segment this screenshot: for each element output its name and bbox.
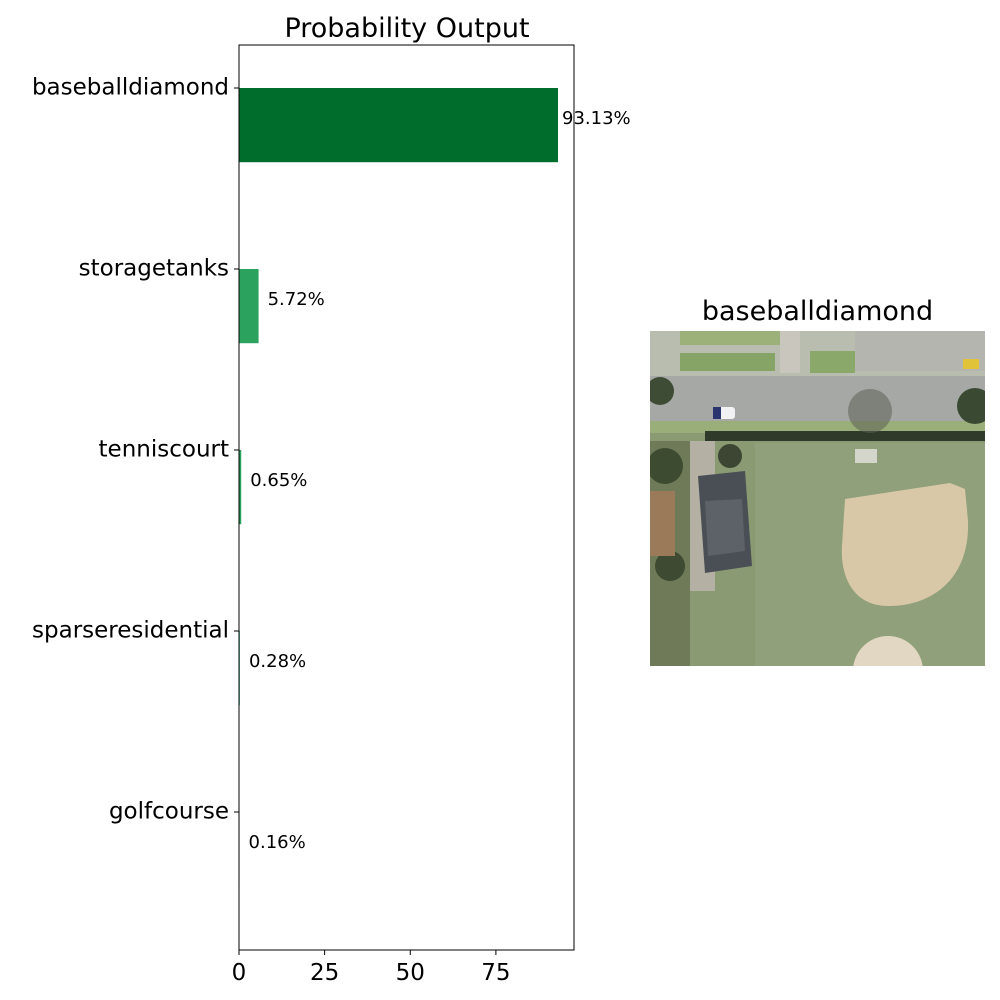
- bars-layer: [239, 88, 559, 887]
- y-tick-label-golfcourse: golfcourse: [109, 799, 229, 825]
- x-tick-label-0: 0: [232, 960, 247, 986]
- y-tick-label-tenniscourt: tenniscourt: [99, 437, 229, 463]
- aerial-photo: [650, 331, 985, 666]
- data-label-storagetanks: 5.72%: [268, 289, 325, 310]
- y-tick-label-baseballdiamond: baseballdiamond: [32, 75, 229, 101]
- data-label-baseballdiamond: 93.13%: [562, 108, 631, 129]
- bar-tenniscourt: [239, 450, 242, 525]
- y-tick-label-sparseresidential: sparseresidential: [32, 618, 229, 644]
- bar-storagetanks: [239, 269, 259, 344]
- bar-baseballdiamond: [239, 88, 559, 163]
- y-axis: baseballdiamond storagetanks tenniscourt sp…: [32, 75, 239, 825]
- chart-title: Probability Output: [284, 13, 529, 44]
- image-title: baseballdiamond: [701, 296, 934, 327]
- plot-frame: [238, 44, 575, 951]
- x-tick-label-25: 25: [310, 960, 339, 986]
- y-tick-label-storagetanks: storagetanks: [79, 256, 229, 282]
- data-label-tenniscourt: 0.65%: [250, 470, 307, 491]
- x-tick-label-50: 50: [396, 960, 425, 986]
- x-tick-label-75: 75: [481, 960, 510, 986]
- data-label-sparseresidential: 0.28%: [249, 651, 306, 672]
- labels-layer: 93.13% 5.72% 0.65% 0.28% 0.16%: [249, 108, 631, 853]
- x-axis: 0 25 50 75: [232, 950, 511, 986]
- data-label-golfcourse: 0.16%: [249, 832, 306, 853]
